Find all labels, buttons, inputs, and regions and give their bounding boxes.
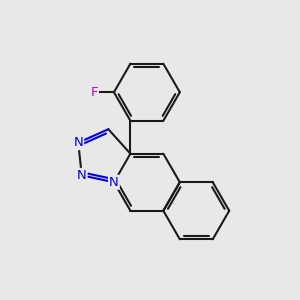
Text: N: N xyxy=(74,136,83,149)
Text: N: N xyxy=(77,169,87,182)
Text: F: F xyxy=(90,86,98,99)
Text: N: N xyxy=(109,176,119,189)
